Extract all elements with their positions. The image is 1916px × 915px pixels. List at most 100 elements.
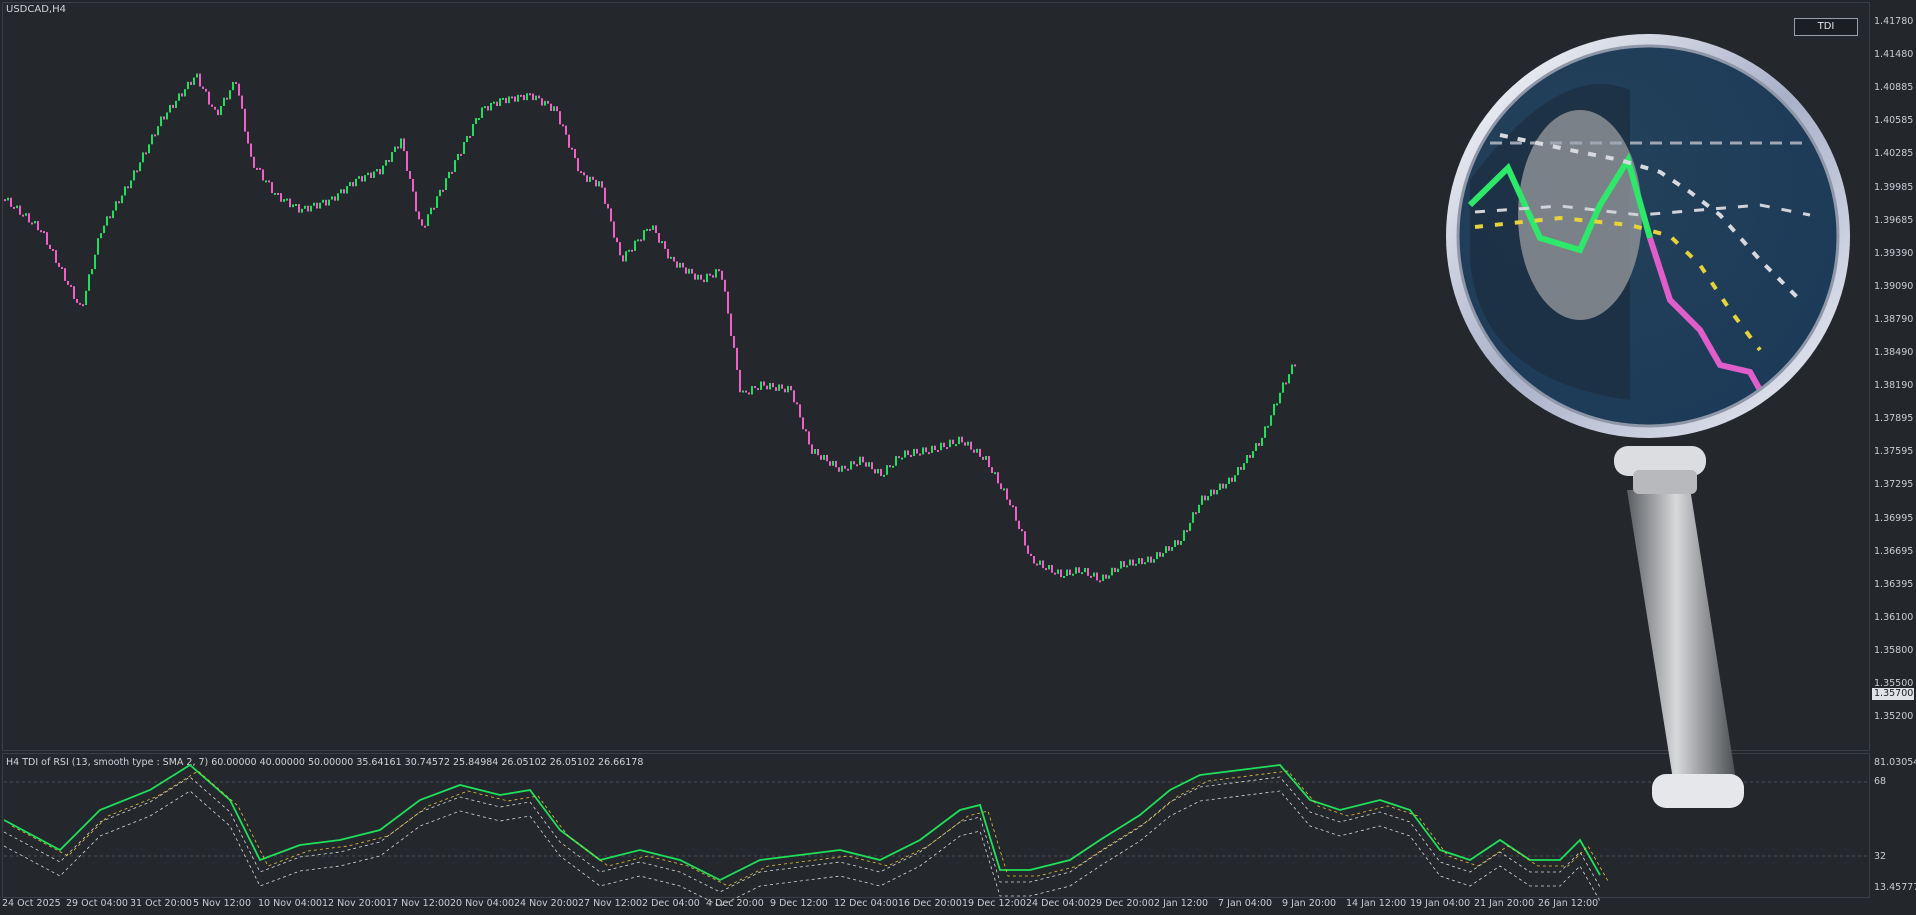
candle (70, 284, 72, 287)
candle (814, 448, 816, 454)
candle (151, 134, 153, 145)
candle (892, 465, 894, 468)
tdi-button[interactable]: TDI (1794, 18, 1858, 36)
price-tick: 1.37595 (1874, 446, 1914, 458)
candle (289, 198, 291, 208)
time-tick: 31 Oct 20:00 (130, 898, 192, 909)
candle (382, 165, 384, 175)
price-tick: 1.39390 (1874, 247, 1914, 259)
candle (115, 201, 117, 211)
candle (208, 91, 210, 105)
candle (739, 369, 741, 393)
candle (526, 93, 528, 101)
candle (463, 142, 465, 154)
candle (229, 90, 231, 100)
candle (1288, 374, 1290, 384)
candle (781, 384, 783, 389)
indicator-tick: 81.03054 (1874, 757, 1916, 768)
price-tick: 1.40585 (1874, 115, 1914, 127)
candle (1231, 477, 1233, 482)
candle (538, 95, 540, 99)
candle (298, 204, 300, 213)
candle (685, 267, 687, 274)
candle (928, 452, 930, 455)
candle (223, 97, 225, 107)
candle (394, 146, 396, 153)
candle (1132, 559, 1134, 566)
candle (52, 249, 54, 252)
candle (85, 290, 87, 306)
candles-series (4, 73, 1296, 583)
candle (982, 456, 984, 460)
candle (991, 467, 993, 474)
candle (31, 222, 33, 225)
candle (1135, 563, 1137, 566)
candle (1285, 382, 1287, 385)
candle (748, 392, 750, 395)
time-tick: 2 Jan 12:00 (1154, 898, 1209, 909)
candle (304, 205, 306, 209)
candle (544, 100, 546, 106)
candle (334, 196, 336, 201)
candle (661, 241, 663, 244)
candle (292, 204, 294, 208)
candle (1129, 559, 1131, 566)
candle (838, 467, 840, 472)
candle (505, 97, 507, 104)
candle (226, 97, 228, 100)
candle (802, 417, 804, 430)
candle (517, 94, 519, 102)
candle (169, 104, 171, 113)
candle (871, 462, 873, 470)
candle (1204, 495, 1206, 501)
candle (691, 268, 693, 274)
candle (1195, 512, 1197, 515)
candle (82, 304, 84, 307)
candle (1216, 490, 1218, 495)
candle (262, 169, 264, 181)
candle (412, 178, 414, 192)
candle (325, 199, 327, 206)
candle (847, 468, 849, 471)
candle (910, 455, 912, 458)
candle (196, 73, 198, 78)
candle (874, 469, 876, 474)
candle (640, 239, 642, 242)
time-tick: 26 Jan 12:00 (1538, 898, 1599, 909)
candle (1108, 575, 1110, 579)
candle (934, 445, 936, 451)
candle (1279, 392, 1281, 404)
candle (367, 172, 369, 176)
candle (760, 381, 762, 390)
candle (955, 444, 957, 447)
candle (817, 448, 819, 456)
candle (1048, 565, 1050, 570)
candle (361, 176, 363, 182)
candle (178, 93, 180, 101)
time-tick: 9 Dec 12:00 (770, 898, 828, 909)
time-tick: 24 Oct 2025 (2, 898, 61, 909)
candle (475, 118, 477, 124)
candle (352, 182, 354, 187)
candle (193, 77, 195, 85)
price-tick: 1.38490 (1874, 347, 1914, 358)
indicator-pane[interactable] (2, 753, 1870, 898)
price-tick: 1.36695 (1874, 545, 1914, 557)
candle (862, 456, 864, 463)
current-price-tag: 1.35700 (1872, 688, 1914, 700)
candle (274, 192, 276, 195)
candle (532, 93, 534, 101)
candle (703, 279, 705, 283)
time-tick: 17 Nov 12:00 (386, 898, 451, 909)
candle (16, 205, 18, 209)
candle (655, 225, 657, 234)
candle (925, 447, 927, 453)
candle (391, 152, 393, 162)
candle (667, 248, 669, 259)
candle (280, 193, 282, 202)
price-tick: 1.40285 (1874, 148, 1914, 160)
candle (775, 387, 777, 391)
candle (607, 203, 609, 209)
candle (769, 382, 771, 390)
